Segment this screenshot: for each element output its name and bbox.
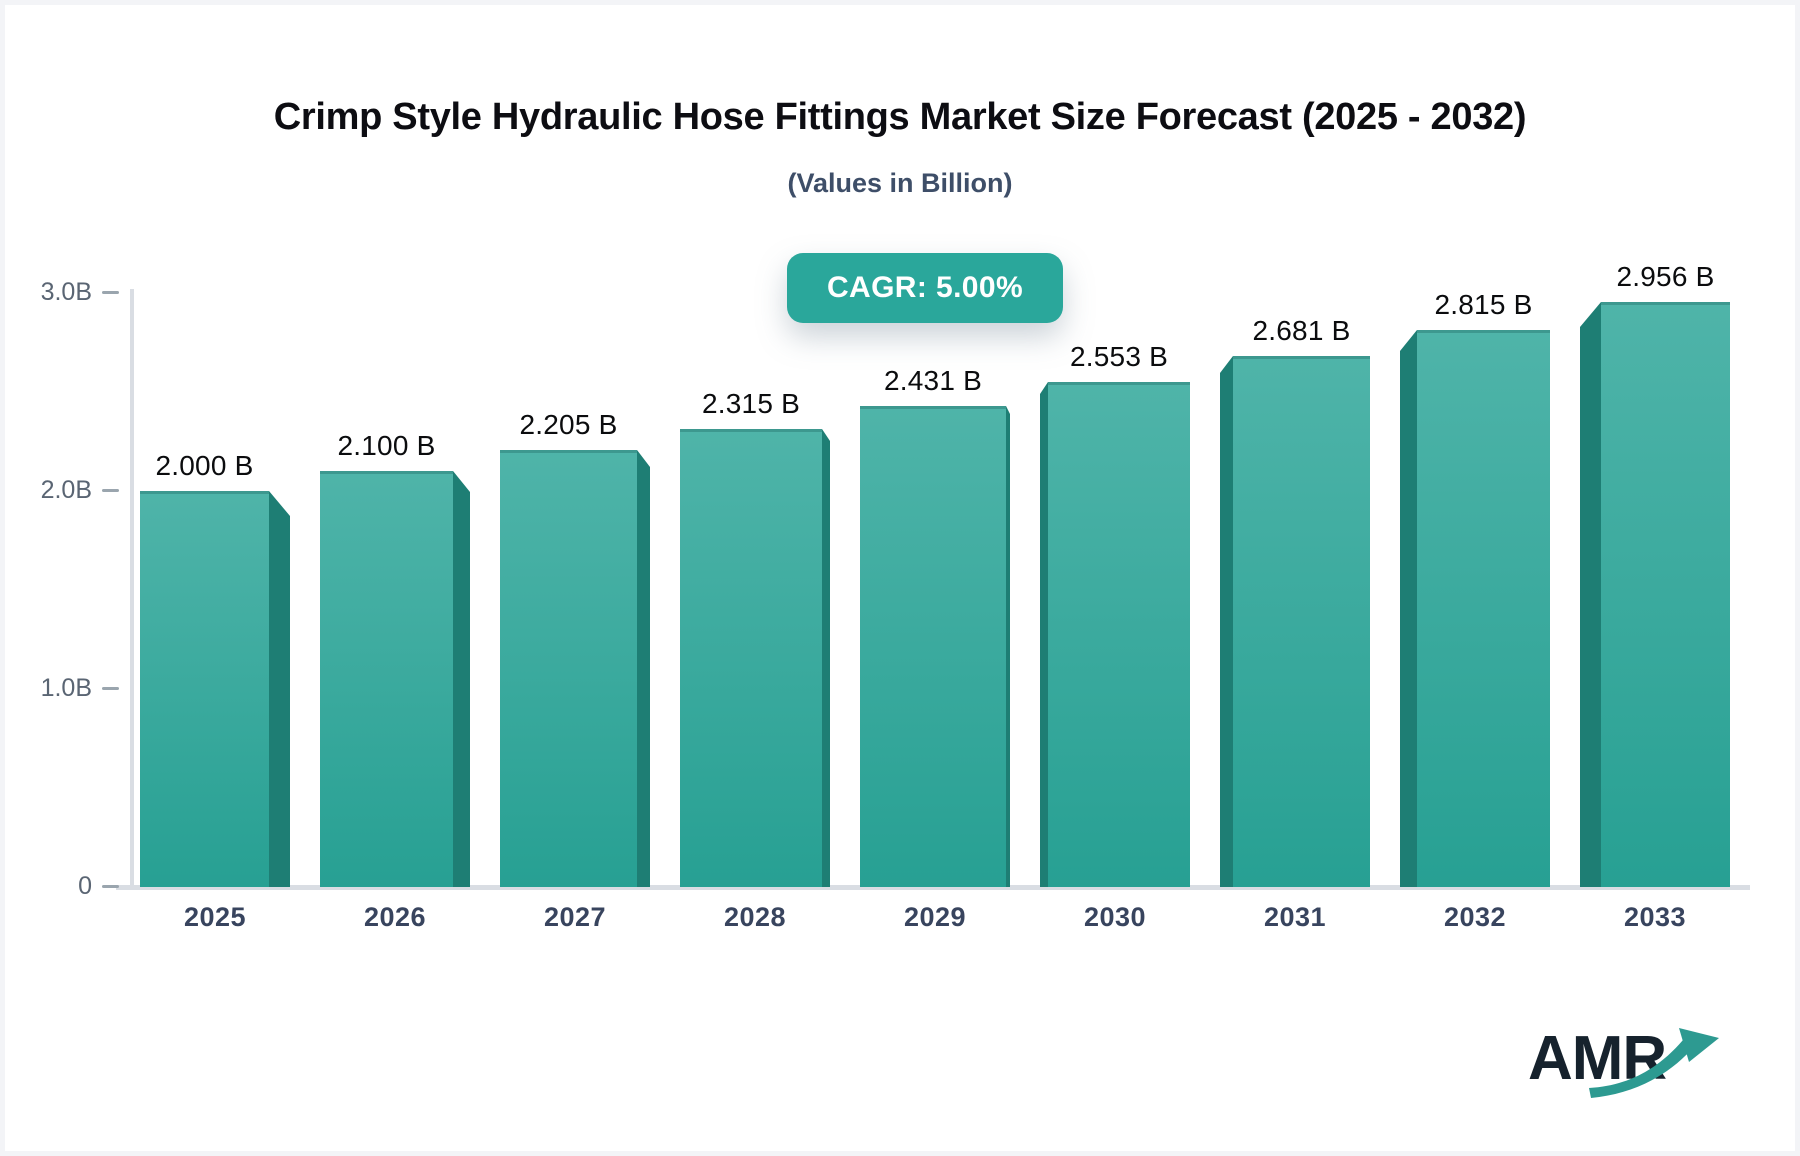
x-axis-label: 2030 [1083, 902, 1147, 932]
bar [1580, 302, 1730, 887]
bar-side-face [1006, 406, 1010, 887]
bar-value-label: 2.431 B [884, 365, 982, 396]
y-axis-tick-dash [102, 291, 119, 294]
bar-value-label: 2.315 B [702, 388, 800, 419]
bar-side-face [453, 471, 470, 887]
bar-front-face [860, 406, 1006, 887]
x-axis-label: 2026 [363, 902, 427, 932]
bar-side-face [637, 450, 650, 887]
bar [140, 491, 290, 887]
bar-side-face [1580, 302, 1601, 887]
bar-side-face [1220, 356, 1233, 887]
bar-front-face [500, 450, 637, 887]
chart-title: Crimp Style Hydraulic Hose Fittings Mark… [273, 96, 1527, 138]
y-axis-tick-dash [102, 885, 119, 888]
y-axis-tick-dash [102, 489, 119, 492]
bar-side-face [269, 491, 290, 887]
bar-value-label: 2.956 B [1616, 261, 1715, 292]
bar-front-face [1048, 382, 1190, 887]
x-axis-label: 2033 [1623, 902, 1687, 932]
cagr-badge: CAGR: 5.00% [787, 253, 1063, 323]
bar-value-label: 2.000 B [155, 450, 254, 481]
bar-front-face [1601, 302, 1730, 887]
bar-front-face [140, 491, 269, 887]
bar [680, 429, 830, 887]
x-axis-label: 2029 [903, 902, 967, 932]
bar-value-label: 2.681 B [1252, 315, 1351, 346]
bar-side-face [1040, 382, 1048, 887]
x-axis-line [116, 885, 1750, 890]
bar-value-label: 2.815 B [1434, 289, 1533, 320]
bar-front-face [1417, 330, 1550, 887]
growth-arrow-icon [1589, 1028, 1719, 1098]
bar [320, 471, 470, 887]
bar [860, 406, 1010, 887]
amr-logo: AMR [1528, 1028, 1738, 1118]
bar-value-label: 2.100 B [337, 430, 436, 461]
bar-value-label: 2.553 B [1070, 341, 1168, 372]
x-axis-label: 2032 [1443, 902, 1507, 932]
bar-value-label: 2.205 B [519, 409, 618, 440]
x-axis-label: 2028 [723, 902, 787, 932]
bar-side-face [1400, 330, 1417, 887]
bar-front-face [320, 471, 453, 887]
bar-side-face [822, 429, 830, 887]
y-axis-line [130, 289, 134, 887]
bar-front-face [1233, 356, 1370, 887]
bar [1040, 382, 1190, 887]
x-axis-label: 2031 [1263, 902, 1327, 932]
y-axis-tick-label: 0 [78, 872, 92, 900]
y-axis-tick-label: 3.0B [40, 278, 92, 306]
bar-front-face [680, 429, 822, 887]
y-axis-tick-label: 2.0B [40, 476, 92, 504]
bar [500, 450, 650, 887]
x-axis-label: 2025 [183, 902, 247, 932]
bar [1220, 356, 1370, 887]
y-axis-tick-dash [102, 687, 119, 690]
chart-subtitle: (Values in Billion) [787, 168, 1013, 198]
x-axis-label: 2027 [543, 902, 607, 932]
y-axis-tick-label: 1.0B [40, 674, 92, 702]
bar [1400, 330, 1550, 887]
